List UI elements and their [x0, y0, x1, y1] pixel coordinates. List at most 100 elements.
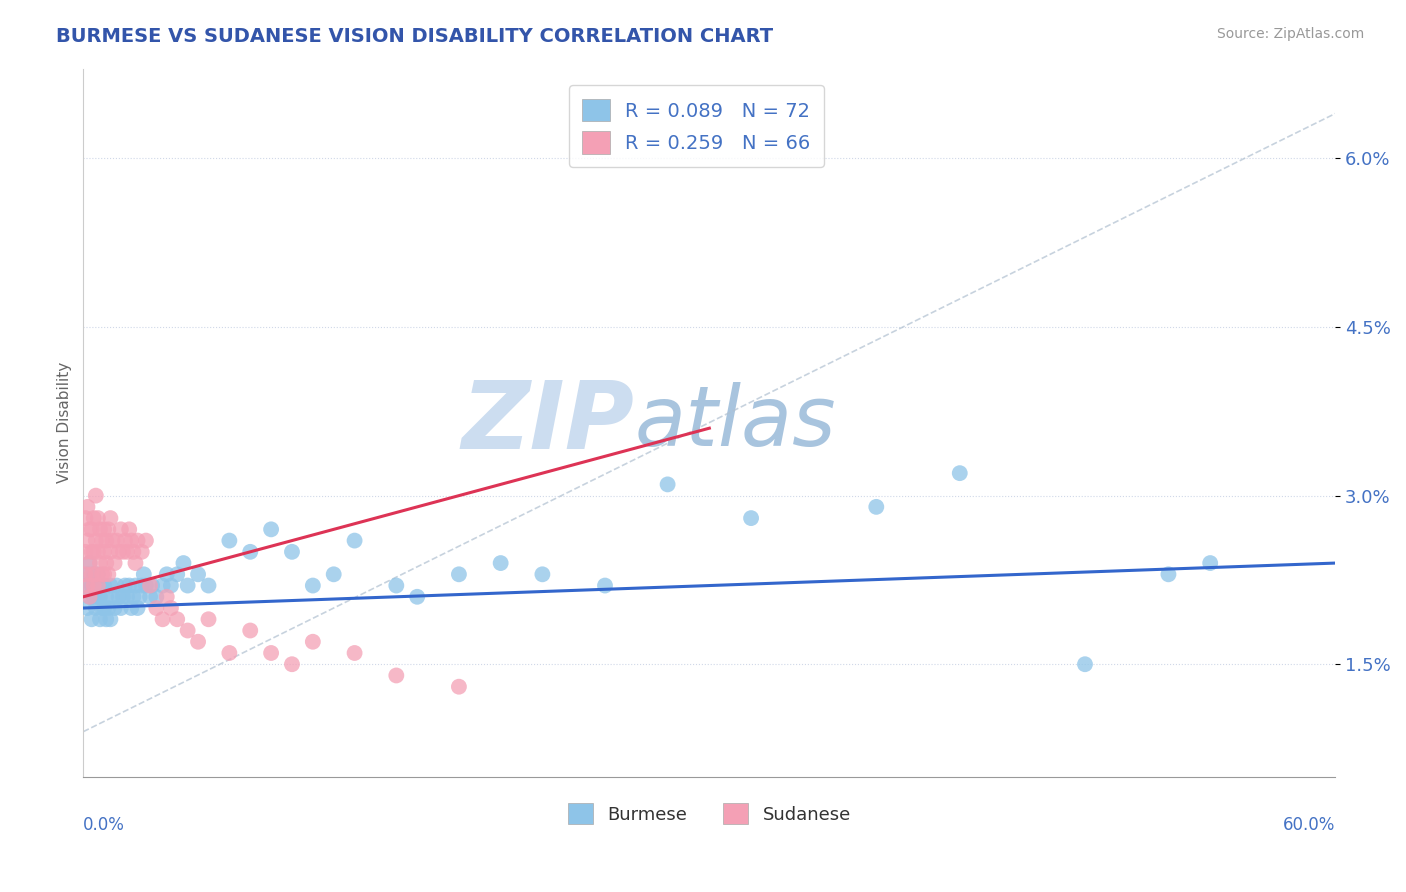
Point [593, 578, 616, 592]
Point [87, 590, 110, 604]
Point [84, 578, 107, 592]
Point [79, 590, 101, 604]
Point [152, 612, 174, 626]
Point [322, 567, 344, 582]
Point [1199, 556, 1222, 570]
Point [75, 545, 97, 559]
Point [93, 545, 115, 559]
Point [145, 590, 167, 604]
Text: 60.0%: 60.0% [1284, 815, 1336, 833]
Point [93, 578, 115, 592]
Point [128, 590, 150, 604]
Point [172, 556, 194, 570]
Point [152, 578, 174, 592]
Point [76, 567, 98, 582]
Point [80, 578, 103, 592]
Point [80, 612, 103, 626]
Point [96, 533, 118, 548]
Point [139, 590, 162, 604]
Point [114, 533, 136, 548]
Point [107, 590, 129, 604]
Point [111, 545, 134, 559]
Point [865, 500, 887, 514]
Point [122, 590, 145, 604]
Point [166, 612, 188, 626]
Point [124, 556, 146, 570]
Point [302, 634, 325, 648]
Point [89, 556, 111, 570]
Point [281, 657, 304, 672]
Point [91, 533, 114, 548]
Point [1157, 567, 1180, 582]
Point [89, 590, 111, 604]
Point [239, 545, 262, 559]
Point [447, 680, 470, 694]
Point [83, 567, 105, 582]
Point [101, 533, 124, 548]
Point [657, 477, 679, 491]
Point [87, 567, 110, 582]
Point [93, 567, 115, 582]
Point [187, 567, 209, 582]
Point [166, 567, 188, 582]
Point [87, 578, 110, 592]
Point [83, 545, 105, 559]
Point [79, 556, 101, 570]
Point [84, 567, 107, 582]
Point [156, 590, 179, 604]
Point [93, 522, 115, 536]
Y-axis label: Vision Disability: Vision Disability [58, 362, 72, 483]
Point [96, 612, 118, 626]
Point [260, 522, 283, 536]
Point [145, 601, 167, 615]
Point [111, 590, 134, 604]
Point [100, 612, 122, 626]
Point [76, 601, 98, 615]
Point [139, 578, 162, 592]
Point [104, 601, 127, 615]
Point [91, 578, 114, 592]
Point [218, 533, 240, 548]
Point [87, 545, 110, 559]
Point [80, 567, 103, 582]
Point [385, 668, 408, 682]
Point [131, 545, 153, 559]
Point [79, 556, 101, 570]
Point [114, 578, 136, 592]
Point [343, 533, 366, 548]
Point [127, 601, 149, 615]
Point [281, 545, 304, 559]
Text: 0.0%: 0.0% [83, 815, 125, 833]
Point [76, 578, 98, 592]
Point [118, 578, 141, 592]
Point [83, 578, 105, 592]
Text: ZIP: ZIP [461, 376, 634, 468]
Point [124, 578, 146, 592]
Point [100, 578, 122, 592]
Point [104, 556, 127, 570]
Point [160, 578, 183, 592]
Point [132, 567, 155, 582]
Text: atlas: atlas [634, 382, 835, 463]
Point [100, 511, 122, 525]
Point [260, 646, 283, 660]
Point [80, 545, 103, 559]
Point [80, 522, 103, 536]
Point [489, 556, 512, 570]
Point [239, 624, 262, 638]
Point [118, 522, 141, 536]
Point [97, 567, 120, 582]
Point [79, 522, 101, 536]
Point [176, 578, 198, 592]
Legend: Burmese, Sudanese: Burmese, Sudanese [560, 796, 859, 831]
Point [105, 533, 128, 548]
Point [385, 578, 408, 592]
Point [135, 533, 157, 548]
Point [96, 590, 118, 604]
Point [93, 601, 115, 615]
Point [187, 634, 209, 648]
Point [89, 612, 111, 626]
Point [135, 578, 157, 592]
Point [97, 601, 120, 615]
Point [105, 578, 128, 592]
